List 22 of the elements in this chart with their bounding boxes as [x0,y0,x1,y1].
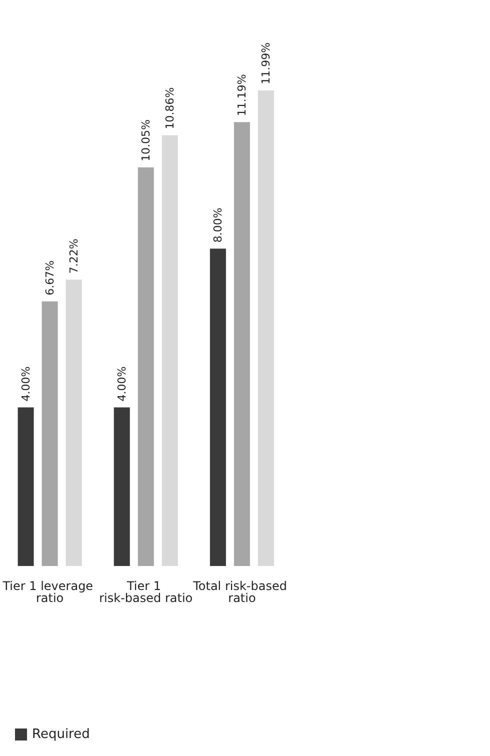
bar [210,248,226,566]
bar [114,407,130,566]
bar [42,301,58,566]
legend-label: Required [32,727,90,742]
data-label: 11.99% [259,42,272,84]
bar [258,90,274,566]
bar [234,122,250,566]
x-tick-label: Tier 1 leverage ratio [2,579,97,605]
data-label: 10.86% [163,87,176,130]
bar [138,167,154,566]
data-label: 6.67% [43,260,56,296]
data-label: 4.00% [19,366,32,402]
data-label: 7.22% [67,238,80,274]
data-label: 11.19% [235,74,248,116]
x-tick-label: Total risk-based ratio [192,579,291,605]
bar [18,407,34,566]
x-tick-label: Tier 1 risk-based ratio [99,579,193,605]
bar [162,135,178,566]
bar [66,280,82,566]
data-label: 10.05% [139,119,152,162]
data-label: 8.00% [211,208,224,243]
data-label: 4.00% [115,366,128,402]
